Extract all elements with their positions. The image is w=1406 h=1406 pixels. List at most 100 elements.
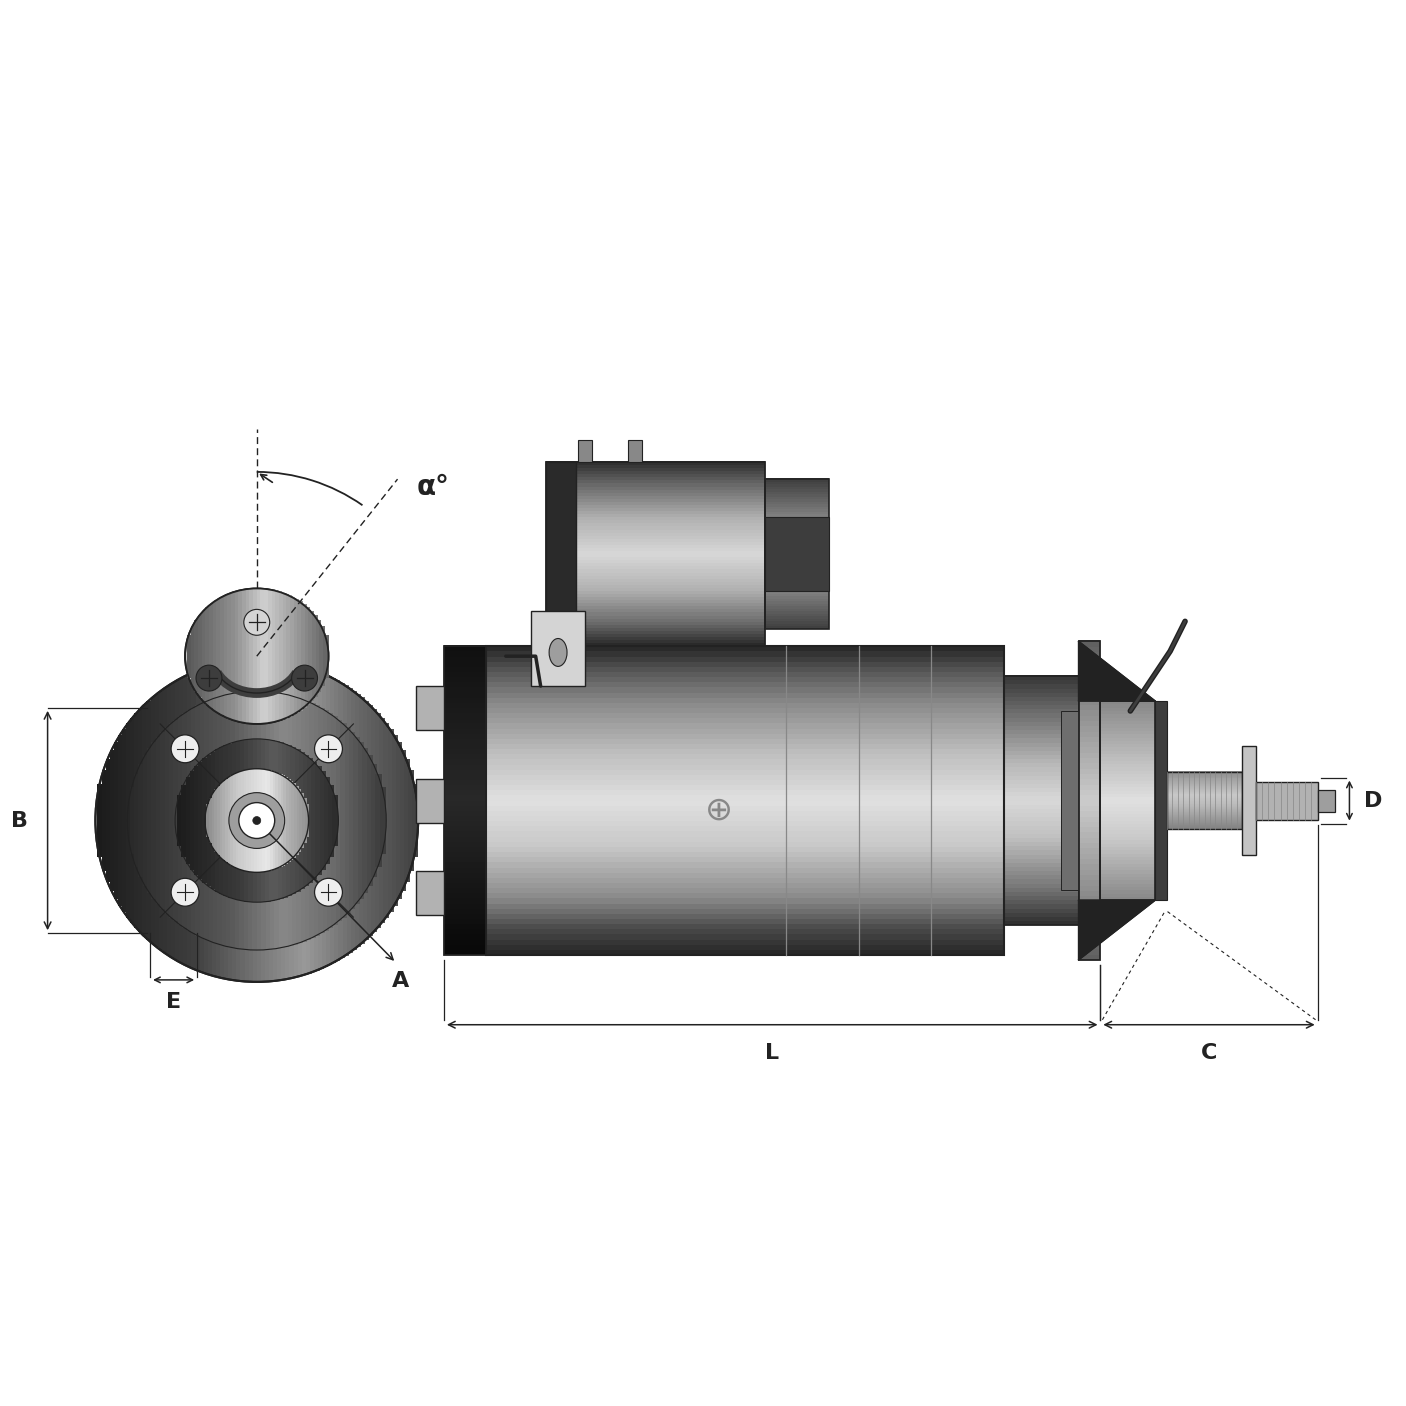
- Bar: [1101, 806, 1156, 811]
- Bar: [1167, 775, 1241, 776]
- Bar: [354, 695, 361, 948]
- Bar: [285, 662, 291, 979]
- Bar: [546, 537, 765, 541]
- Bar: [200, 669, 205, 972]
- Bar: [1078, 683, 1101, 689]
- Bar: [269, 659, 276, 981]
- Bar: [486, 779, 1004, 785]
- Bar: [1167, 778, 1241, 779]
- Bar: [765, 543, 830, 547]
- Circle shape: [243, 609, 270, 636]
- Bar: [231, 592, 236, 720]
- Bar: [245, 659, 250, 981]
- Bar: [765, 610, 830, 614]
- Circle shape: [229, 793, 284, 848]
- Bar: [765, 600, 830, 605]
- Bar: [412, 785, 418, 856]
- Bar: [187, 673, 194, 967]
- Bar: [1004, 813, 1078, 817]
- Bar: [1078, 768, 1101, 775]
- Bar: [245, 740, 250, 901]
- Bar: [546, 464, 765, 468]
- Bar: [314, 706, 321, 935]
- Bar: [486, 934, 1004, 939]
- Bar: [1078, 773, 1101, 779]
- Bar: [1078, 848, 1101, 853]
- Bar: [546, 583, 765, 588]
- Bar: [1167, 794, 1241, 797]
- Bar: [546, 553, 765, 557]
- Bar: [240, 659, 246, 981]
- Bar: [765, 561, 830, 564]
- Bar: [1004, 775, 1078, 780]
- Bar: [1004, 725, 1078, 730]
- Bar: [1078, 938, 1101, 943]
- Bar: [546, 508, 765, 512]
- Bar: [1101, 853, 1156, 858]
- Bar: [546, 640, 765, 643]
- Bar: [155, 695, 160, 948]
- Bar: [1101, 702, 1156, 900]
- Bar: [217, 664, 222, 977]
- Bar: [1317, 790, 1336, 811]
- Bar: [444, 763, 486, 769]
- Bar: [314, 671, 321, 970]
- Bar: [486, 723, 1004, 728]
- Bar: [1167, 799, 1241, 800]
- Bar: [298, 665, 304, 976]
- Bar: [530, 612, 585, 686]
- Bar: [336, 720, 342, 921]
- Bar: [444, 748, 486, 754]
- Bar: [1078, 810, 1101, 817]
- Bar: [283, 695, 290, 946]
- Bar: [1004, 866, 1078, 872]
- Bar: [1004, 920, 1078, 925]
- Bar: [1101, 810, 1156, 814]
- Bar: [245, 659, 250, 981]
- Bar: [1167, 773, 1241, 775]
- Bar: [1078, 896, 1101, 901]
- Bar: [198, 614, 204, 697]
- Bar: [253, 589, 259, 724]
- Bar: [546, 550, 765, 554]
- Bar: [546, 562, 765, 567]
- Bar: [546, 470, 765, 474]
- Bar: [1167, 827, 1241, 828]
- Bar: [765, 581, 830, 583]
- Bar: [1101, 744, 1156, 748]
- Bar: [1004, 887, 1078, 891]
- Bar: [486, 866, 1004, 873]
- Bar: [97, 785, 104, 856]
- Bar: [444, 769, 486, 775]
- Bar: [211, 752, 217, 890]
- Bar: [167, 685, 173, 956]
- Bar: [207, 804, 211, 837]
- Bar: [332, 716, 337, 925]
- Bar: [1078, 794, 1101, 800]
- Bar: [122, 728, 128, 912]
- Bar: [416, 779, 444, 823]
- Bar: [1167, 828, 1241, 830]
- Bar: [765, 626, 830, 628]
- Bar: [412, 785, 418, 856]
- Bar: [546, 565, 765, 569]
- Bar: [224, 595, 229, 717]
- Bar: [1078, 911, 1101, 918]
- Bar: [546, 627, 765, 631]
- Bar: [138, 763, 145, 877]
- Bar: [546, 477, 765, 481]
- Bar: [134, 773, 141, 868]
- Bar: [486, 815, 1004, 821]
- Bar: [240, 740, 246, 901]
- Bar: [1004, 853, 1078, 859]
- Bar: [1101, 896, 1156, 900]
- Bar: [444, 939, 486, 945]
- Bar: [486, 748, 1004, 754]
- Bar: [486, 841, 1004, 846]
- Bar: [1078, 756, 1101, 763]
- Bar: [546, 498, 765, 502]
- Bar: [198, 762, 204, 880]
- Bar: [444, 934, 486, 939]
- Bar: [486, 754, 1004, 759]
- Bar: [1004, 858, 1078, 863]
